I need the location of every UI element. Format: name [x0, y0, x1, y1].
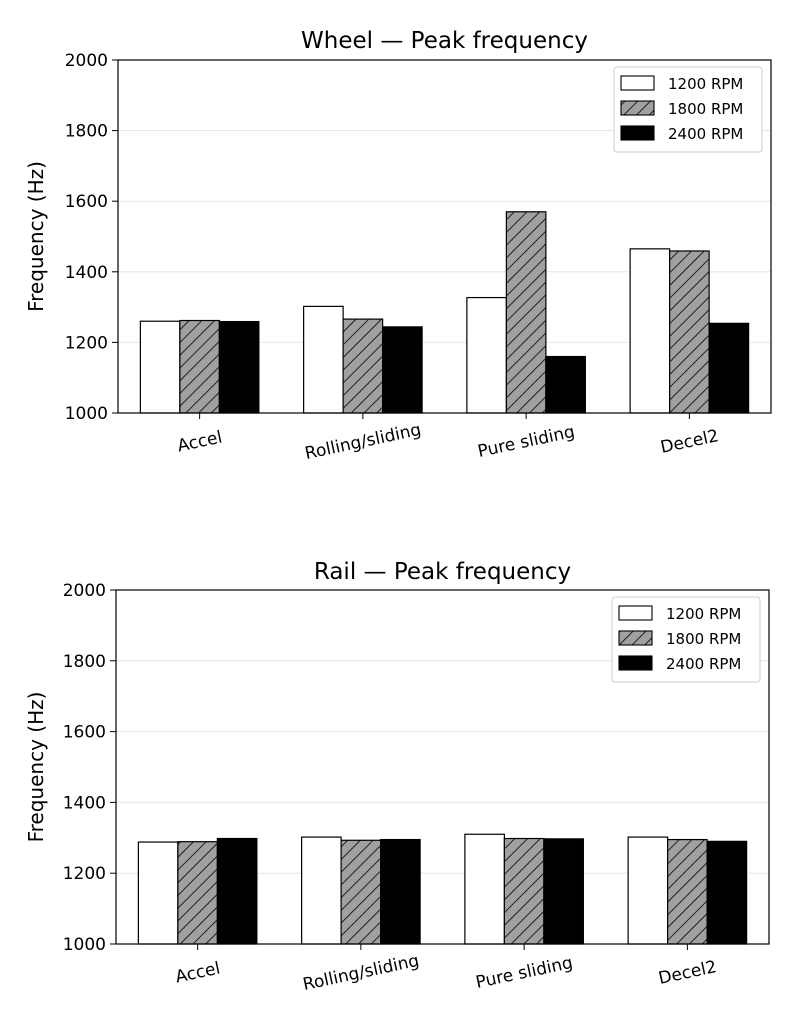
legend-swatch-1200-rpm	[620, 75, 655, 91]
bar-accel-1200-rpm	[139, 320, 181, 414]
bar-rolling-sliding-1800-rpm	[342, 318, 384, 414]
y-tick-label: 2000	[63, 581, 106, 601]
y-tick-label: 1400	[63, 793, 106, 813]
bar-pure-sliding-1200-rpm	[464, 833, 505, 945]
legend: 1200 RPM 1800 RPM 2400 RPM	[611, 596, 761, 683]
x-tick-label: Decel2	[659, 426, 721, 458]
bar-rolling-sliding-2400-rpm	[380, 838, 421, 945]
legend: 1200 RPM 1800 RPM 2400 RPM	[613, 66, 763, 153]
bar-decel2-1800-rpm	[667, 838, 708, 945]
y-axis-label: Frequency (Hz)	[24, 161, 48, 312]
bar-pure-sliding-2400-rpm	[545, 355, 586, 414]
chart-title: Rail — Peak frequency	[314, 559, 571, 585]
y-tick-label: 1000	[65, 404, 108, 424]
legend-label-1200-rpm: 1200 RPM	[668, 75, 743, 93]
y-tick-label: 1200	[65, 333, 108, 353]
bar-pure-sliding-1200-rpm	[466, 296, 507, 414]
y-axis-label: Frequency (Hz)	[24, 692, 48, 843]
wheel-chart: 1000 1200 1400 1600 1800 2000 Accel Rolling/sli…	[24, 28, 772, 464]
legend-label-1800-rpm: 1800 RPM	[666, 630, 741, 648]
plot-frame	[117, 59, 772, 414]
legend-label-2400-rpm: 2400 RPM	[666, 655, 741, 673]
legend-label-1800-rpm: 1800 RPM	[668, 100, 743, 118]
bar-pure-sliding-1800-rpm	[503, 837, 545, 945]
legend-swatch-2400-rpm	[618, 655, 653, 671]
legend-label-1200-rpm: 1200 RPM	[666, 605, 741, 623]
bar-pure-sliding-1800-rpm	[505, 211, 547, 414]
chart-title: Wheel — Peak frequency	[301, 28, 588, 54]
bar-accel-2400-rpm	[218, 320, 260, 414]
x-tick-label: Rolling/sliding	[301, 951, 421, 995]
bar-rolling-sliding-2400-rpm	[382, 326, 423, 414]
y-tick-label: 1200	[63, 864, 106, 884]
legend-label-2400-rpm: 2400 RPM	[668, 125, 743, 143]
y-tick-label: 2000	[65, 51, 108, 71]
rail-chart: 1000 1200 1400 1600 1800 2000 Accel Rolling/sli…	[24, 559, 770, 995]
y-tick-label: 1800	[65, 122, 108, 142]
x-tick-label: Pure sliding	[476, 422, 577, 462]
x-tick-label: Rolling/sliding	[303, 420, 423, 464]
x-tick-label: Pure sliding	[474, 953, 575, 993]
bar-decel2-1800-rpm	[669, 250, 710, 414]
bar-accel-2400-rpm	[216, 837, 258, 945]
bar-decel2-1200-rpm	[629, 248, 671, 414]
bar-decel2-2400-rpm	[708, 322, 750, 414]
legend-swatch-1800-rpm	[618, 630, 653, 646]
y-tick-label: 1600	[63, 723, 106, 743]
x-tick-label: Accel	[174, 958, 222, 987]
bar-decel2-1200-rpm	[627, 836, 669, 945]
bar-pure-sliding-2400-rpm	[543, 838, 584, 945]
y-tick-label: 1000	[63, 935, 106, 955]
legend-swatch-1800-rpm	[620, 100, 655, 116]
legend-swatch-2400-rpm	[620, 125, 655, 141]
bar-rolling-sliding-1800-rpm	[340, 839, 382, 945]
legend-swatch-1200-rpm	[618, 605, 653, 621]
x-tick-label: Accel	[176, 427, 224, 456]
bar-rolling-sliding-1200-rpm	[303, 305, 344, 414]
y-tick-label: 1800	[63, 652, 106, 672]
y-tick-label: 1400	[65, 263, 108, 283]
bar-rolling-sliding-1200-rpm	[301, 836, 342, 945]
bar-accel-1200-rpm	[137, 841, 179, 945]
bar-decel2-2400-rpm	[706, 840, 748, 945]
bar-accel-1800-rpm	[179, 319, 220, 414]
bar-accel-1800-rpm	[177, 841, 218, 945]
x-tick-label: Decel2	[657, 957, 719, 989]
plot-frame	[115, 589, 770, 945]
y-tick-label: 1600	[65, 192, 108, 212]
